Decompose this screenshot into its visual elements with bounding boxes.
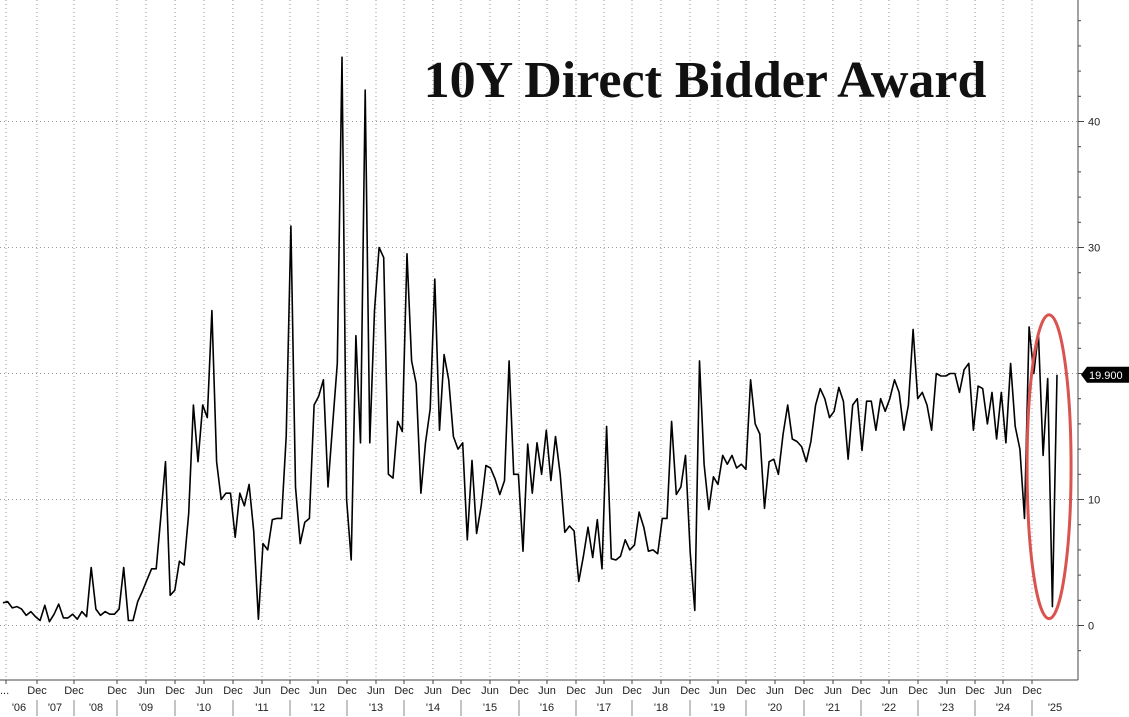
- x-month-label: Dec: [736, 685, 756, 697]
- x-month-label: Dec: [908, 685, 928, 697]
- x-year-label: '09: [139, 702, 153, 714]
- x-year-label: '23: [940, 702, 954, 714]
- x-month-label: Dec: [27, 685, 47, 697]
- x-year-label: '22: [882, 702, 896, 714]
- x-month-label: Dec: [794, 685, 814, 697]
- x-month-label: Dec: [566, 685, 586, 697]
- x-year-label: '20: [768, 702, 782, 714]
- x-month-label: Jun: [824, 685, 842, 697]
- x-year-label: '07: [48, 702, 62, 714]
- x-month-label: Dec: [851, 685, 871, 697]
- x-year-label: '15: [483, 702, 497, 714]
- x-year-label: '13: [369, 702, 383, 714]
- x-month-label: Dec: [337, 685, 357, 697]
- x-month-label: Jun: [538, 685, 556, 697]
- x-month-label: Jun: [253, 685, 271, 697]
- x-month-label: Dec: [394, 685, 414, 697]
- grid: [0, 0, 1078, 680]
- x-year-label: '06: [12, 702, 26, 714]
- x-year-label: '08: [89, 702, 103, 714]
- x-month-label: Jun: [880, 685, 898, 697]
- x-month-label: Jun: [766, 685, 784, 697]
- x-year-label: '12: [311, 702, 325, 714]
- x-month-label: Jun: [652, 685, 670, 697]
- highlight: [1025, 313, 1073, 621]
- x-month-label: Dec: [223, 685, 243, 697]
- x-month-label: Dec: [107, 685, 127, 697]
- x-year-label: '10: [197, 702, 211, 714]
- x-month-label: Dec: [622, 685, 642, 697]
- x-year-label: '14: [426, 702, 440, 714]
- x-month-label: Dec: [165, 685, 185, 697]
- x-month-label: Jun: [195, 685, 213, 697]
- x-year-label: '16: [540, 702, 554, 714]
- highlight-ellipse: [1025, 313, 1073, 621]
- series-line: [2, 56, 1058, 623]
- last-value-label: 19.900: [1089, 370, 1123, 382]
- x-month-label: Jun: [367, 685, 385, 697]
- y-tick-label: 40: [1088, 117, 1100, 129]
- x-month-label: Jun: [137, 685, 155, 697]
- axes: [0, 0, 1079, 681]
- x-month-label: Dec: [680, 685, 700, 697]
- x-month-label: Dec: [965, 685, 985, 697]
- x-month-label: Jun: [709, 685, 727, 697]
- last-value-badge: [1081, 366, 1129, 383]
- x-year-label: '25: [1048, 702, 1062, 714]
- x-year-label: '19: [711, 702, 725, 714]
- x-month-label: Jun: [938, 685, 956, 697]
- x-year-label: '18: [654, 702, 668, 714]
- x-year-label: '17: [597, 702, 611, 714]
- x-month-label: Jun: [994, 685, 1012, 697]
- series-group: [2, 56, 1058, 623]
- x-year-label: '24: [996, 702, 1010, 714]
- x-year-label: '11: [255, 702, 269, 714]
- x-axis-ticks: ... Dec Dec Dec Jun Dec Jun Dec Jun Dec Jun Dec Jun D…: [0, 680, 1062, 716]
- y-tick-label: 10: [1088, 495, 1100, 507]
- x-month-label: Jun: [595, 685, 613, 697]
- x-year-label: '21: [826, 702, 840, 714]
- x-month-label: Dec: [64, 685, 84, 697]
- x-month-label: Jun: [424, 685, 442, 697]
- x-month-label: Dec: [280, 685, 300, 697]
- x-month-label: ...: [0, 685, 9, 697]
- y-tick-label: 0: [1088, 621, 1094, 633]
- x-month-label: Dec: [451, 685, 471, 697]
- x-month-label: Jun: [309, 685, 327, 697]
- last-value-label-group: 19.900: [1081, 366, 1129, 383]
- x-month-label: Dec: [1022, 685, 1042, 697]
- x-month-label: Jun: [481, 685, 499, 697]
- y-tick-label: 30: [1088, 243, 1100, 255]
- x-month-label: Dec: [509, 685, 529, 697]
- chart-title: 10Y Direct Bidder Award: [424, 52, 987, 109]
